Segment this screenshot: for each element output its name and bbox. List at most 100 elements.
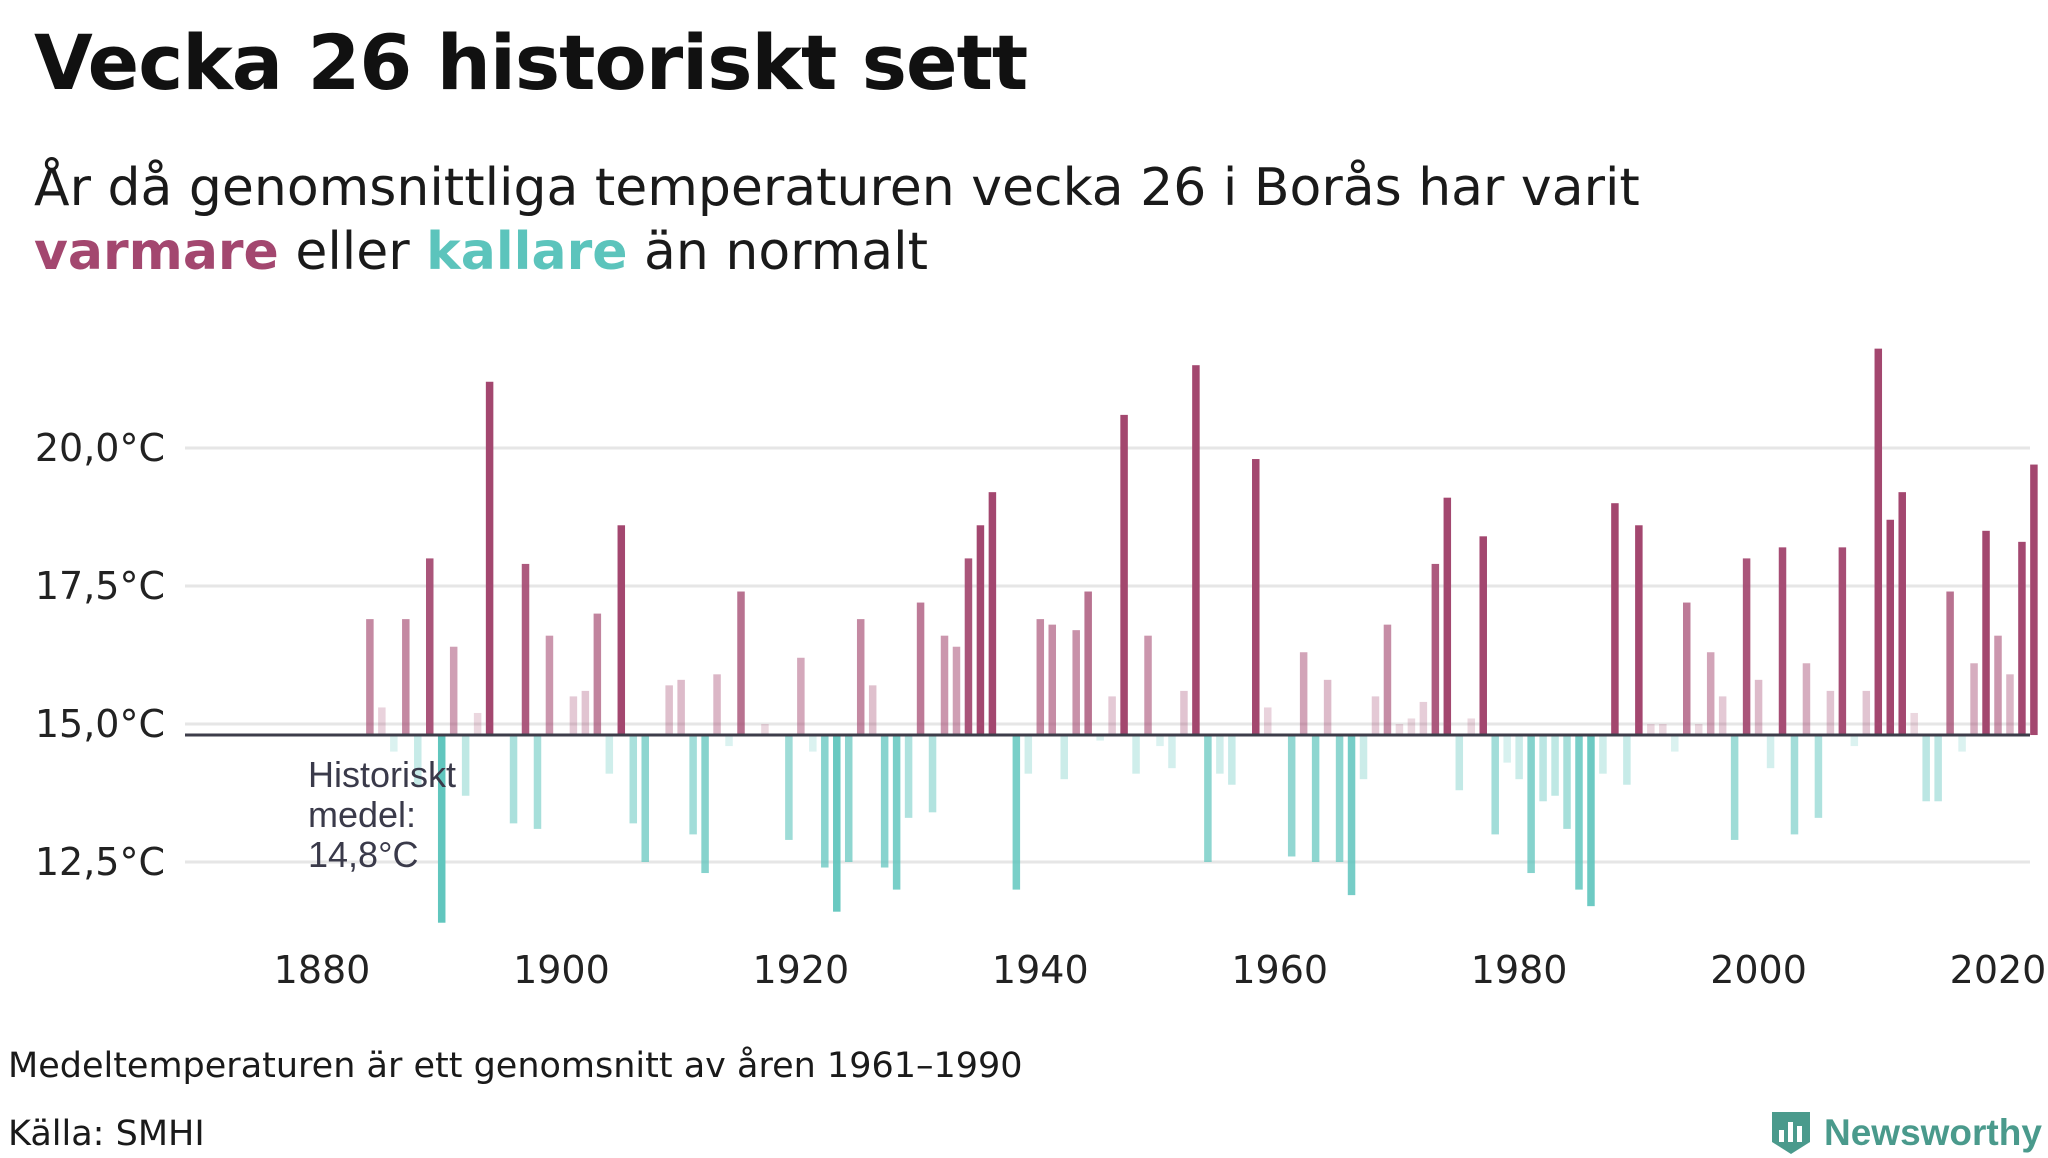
bar-warmer-year (366, 619, 374, 736)
bar-warmer-year (940, 635, 949, 736)
bar-warmer-year (1946, 591, 1954, 736)
bar-colder-year (1216, 735, 1224, 774)
subtitle-cold-keyword: kallare (426, 222, 628, 282)
bar-warmer-year (1898, 492, 1906, 736)
bar-warmer-year (378, 707, 386, 736)
y-tick-label: 20,0°C (35, 426, 165, 470)
bar-colder-year (605, 735, 614, 774)
newsworthy-logo: Newsworthy (1768, 1108, 2042, 1158)
baseline-annotation: Historiskt (308, 754, 456, 795)
bar-warmer-year (1970, 663, 1978, 736)
x-tick-label: 1900 (513, 948, 610, 992)
temperature-bar-chart: 12,5°C 15,0°C 17,5°C 20,0°C Historisktmedel:… (35, 348, 2047, 992)
bar-colder-year (1575, 735, 1583, 890)
bar-warmer-year (713, 674, 721, 736)
bar-colder-year (390, 735, 398, 752)
bar-warmer-year (1263, 707, 1272, 736)
bar-colder-year (461, 735, 470, 796)
bar-warmer-year (1371, 696, 1380, 736)
source-credit: Källa: SMHI (8, 1114, 205, 1154)
bar-colder-year (1156, 735, 1164, 747)
bar-warmer-year (1395, 724, 1404, 736)
bar-warmer-year (1419, 701, 1428, 736)
bar-warmer-year (473, 712, 482, 736)
bar-colder-year (1934, 735, 1942, 802)
bar-warmer-year (916, 602, 925, 736)
x-tick-label: 2020 (1950, 948, 2047, 992)
y-tick-label: 17,5°C (35, 564, 165, 608)
bar-colder-year (1012, 735, 1021, 890)
bar-warmer-year (1982, 530, 1990, 736)
bar-warmer-year (1252, 459, 1260, 736)
bar-warmer-year (1144, 635, 1152, 736)
x-tick-label: 2000 (1710, 948, 1807, 992)
bar-warmer-year (1994, 635, 2002, 736)
bar-colder-year (892, 735, 901, 890)
bar-warmer-year (1742, 558, 1751, 736)
bar-colder-year (1311, 735, 1320, 862)
bar-colder-year (1730, 735, 1739, 840)
bar-colder-year (1766, 735, 1775, 769)
y-tick-label: 15,0°C (35, 702, 165, 746)
chart-subtitle: År då genomsnittliga temperaturen vecka … (34, 156, 1734, 284)
bar-colder-year (844, 735, 853, 862)
bar-colder-year (1515, 735, 1523, 780)
bar-colder-year (1503, 735, 1511, 763)
bar-colder-year (809, 735, 817, 752)
bar-warmer-year (425, 558, 434, 736)
bar-warmer-year (1108, 696, 1116, 736)
bar-colder-year (414, 735, 422, 785)
bar-warmer-year (677, 679, 685, 736)
bar-warmer-year (2030, 464, 2038, 736)
x-tick-label: 1980 (1471, 948, 1568, 992)
bar-warmer-year (581, 690, 590, 736)
bar-colder-year (880, 735, 889, 868)
bar-warmer-year (1443, 497, 1452, 736)
bar-warmer-year (1072, 630, 1080, 736)
x-tick-label: 1940 (992, 948, 1089, 992)
bar-warmer-year (976, 525, 985, 736)
bar-warmer-year (1036, 619, 1045, 736)
bar-warmer-year (1048, 624, 1057, 736)
bar-colder-year (437, 735, 446, 923)
bar-warmer-year (521, 563, 530, 736)
subtitle-warm-keyword: varmare (34, 222, 279, 282)
baseline-annotation: medel: (308, 794, 416, 835)
subtitle-ending: än normalt (627, 222, 928, 282)
bar-colder-year (1551, 735, 1559, 796)
bar-colder-year (641, 735, 649, 862)
bar-colder-year (1335, 735, 1344, 862)
bar-colder-year (904, 735, 913, 818)
bar-colder-year (689, 735, 697, 835)
bar-colder-year (928, 735, 937, 813)
bar-warmer-year (2018, 541, 2026, 736)
bar-warmer-year (1694, 724, 1703, 736)
bar-warmer-year (402, 619, 410, 736)
bar-warmer-year (449, 646, 458, 736)
bar-warmer-year (617, 525, 626, 736)
bar-warmer-year (569, 696, 578, 736)
subtitle-intro: År då genomsnittliga temperaturen vecka … (34, 158, 1640, 218)
bar-colder-year (1024, 735, 1033, 774)
bar-warmer-year (1647, 724, 1655, 736)
bar-warmer-year (1706, 652, 1715, 736)
bar-warmer-year (1826, 690, 1835, 736)
bar-colder-year (533, 735, 542, 829)
bar-colder-year (1623, 735, 1631, 785)
bar-colder-year (509, 735, 518, 824)
bar-warmer-year (1659, 724, 1667, 736)
baseline-annotation: 14,8°C (308, 834, 418, 875)
bar-colder-year (821, 735, 829, 868)
bar-warmer-year (761, 724, 769, 736)
bar-warmer-year (1180, 690, 1188, 736)
bar-colder-year (1491, 735, 1499, 835)
bar-colder-year (1132, 735, 1140, 774)
bar-warmer-year (485, 381, 494, 736)
bar-colder-year (1850, 735, 1859, 747)
bar-warmer-year (856, 619, 865, 736)
bar-colder-year (725, 735, 733, 747)
bar-colder-year (1587, 735, 1595, 907)
bar-chart-badge-icon (1772, 1112, 1810, 1154)
bar-warmer-year (1910, 712, 1918, 736)
bar-warmer-year (1192, 365, 1200, 736)
